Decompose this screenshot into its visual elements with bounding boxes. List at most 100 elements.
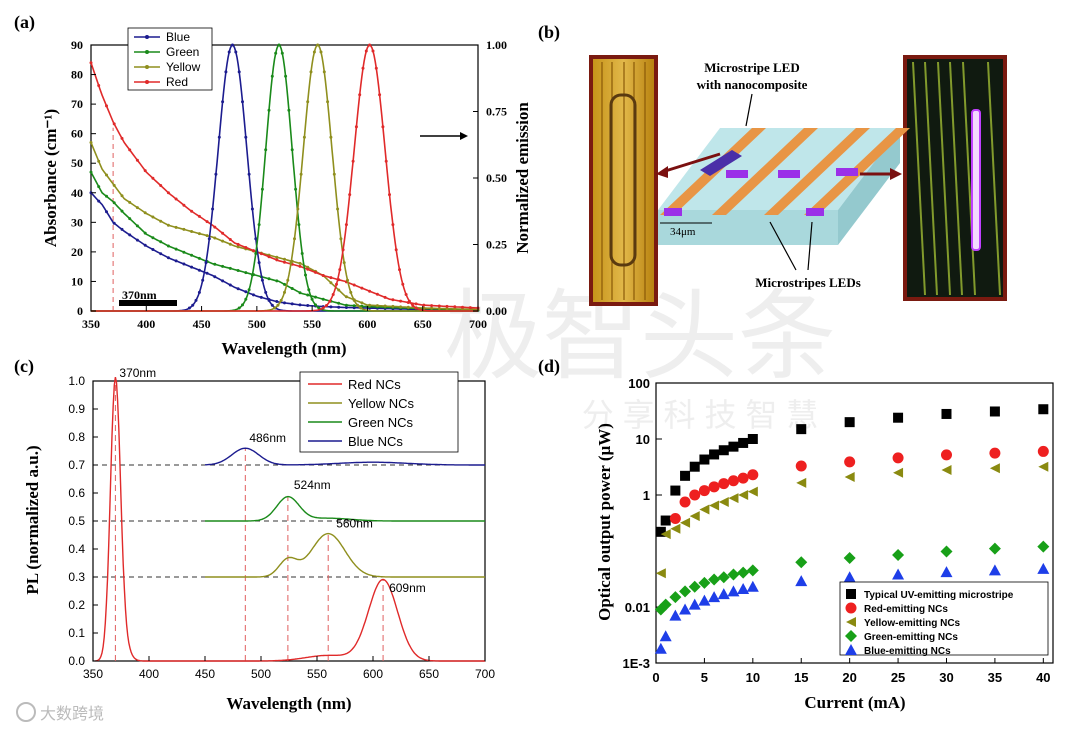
absorbance-point-blue (259, 295, 263, 299)
chart-d-point-diamond (940, 545, 953, 558)
chart-d-point-triangle-up (688, 598, 701, 610)
absorbance-point-red (182, 203, 186, 207)
emission-point-red (358, 93, 362, 97)
emission-point-green (244, 297, 248, 301)
emission-point-green (284, 74, 288, 78)
emission-point-green (257, 223, 261, 227)
emission-point-green (274, 51, 278, 55)
absorbance-point-red (205, 220, 209, 224)
chart-d-point-square (893, 412, 904, 423)
emission-point-yellow (293, 237, 296, 241)
chart-c-x-tick-label: 600 (363, 667, 383, 681)
emission-point-green (294, 187, 298, 191)
chart-d-point-triangle-left (989, 463, 1000, 474)
emission-point-red (388, 193, 391, 197)
emission-point-red (361, 66, 365, 70)
emission-point-blue (260, 278, 264, 282)
chart-d-legend-label: Blue-emitting NCs (864, 646, 951, 657)
emission-point-blue (244, 135, 248, 139)
emission-point-yellow (316, 43, 320, 47)
emission-point-green (317, 306, 321, 310)
chart-d-point-circle (708, 481, 720, 493)
absorbance-point-yellow (182, 227, 186, 231)
chart-d-point-square (699, 454, 710, 465)
chart-a-ylabel-right: Normalized emission (513, 102, 532, 254)
chart-d-point-triangle-left (747, 486, 758, 497)
emission-point-yellow (339, 237, 343, 241)
absorbance-point-blue (112, 221, 116, 225)
chart-d-point-triangle-up (1037, 562, 1050, 574)
chart-d-y-tick-label: 10 (636, 432, 650, 447)
absorbance-point-yellow (360, 301, 364, 305)
absorbance-point-blue (120, 227, 124, 231)
chart-d-legend (839, 581, 1049, 656)
emission-point-green (310, 297, 314, 301)
absorbance-point-green (298, 291, 302, 295)
absorbance-point-green (89, 170, 93, 174)
chart-c-legend-label: Red NCs (348, 377, 401, 392)
emission-point-blue (247, 172, 251, 176)
watermark-logo-icon (16, 702, 36, 722)
absorbance-point-red (244, 246, 248, 249)
chart-d-y-tick-label: 100 (628, 376, 650, 391)
chart-c-peak-label: 609nm (389, 581, 426, 595)
chart-d-point-square (655, 526, 666, 537)
chart-d-legend-marker (845, 630, 857, 642)
emission-point-green (300, 252, 304, 255)
emission-point-red (398, 268, 401, 272)
emission-point-red (364, 49, 368, 53)
chart-d-point-diamond (843, 551, 856, 564)
dimension-label: 34μm (670, 226, 696, 238)
legend-label-green: Green (166, 45, 199, 59)
chart-d-x-tick-label: 5 (701, 670, 708, 685)
chart-d-point-triangle-up (727, 585, 740, 597)
absorbance-point-blue (236, 287, 240, 291)
absorbance-point-yellow (298, 261, 302, 265)
legend-label-yellow: Yellow (166, 60, 201, 74)
microscope-left-stripe-outline (609, 93, 637, 267)
emission-point-red (354, 125, 358, 129)
chart-d-point-triangle-up (988, 564, 1001, 576)
chart-d-point-triangle-up (708, 591, 721, 603)
chart-a-y-right-tick-label: 1.00 (486, 38, 507, 52)
chart-a-x-tick-label: 400 (137, 317, 155, 331)
chart-d-point-diamond (746, 564, 759, 577)
chart-d-point-diamond (708, 573, 721, 586)
chart-d-point-triangle-up (669, 609, 682, 621)
chart-d-point-diamond (688, 580, 701, 593)
chart-a-y-tick-label: 10 (71, 274, 83, 288)
absorbance-point-yellow (105, 173, 108, 177)
chart-a-y-tick-label: 60 (71, 127, 83, 141)
chart-d-point-triangle-up (795, 575, 808, 587)
emission-point-yellow (273, 306, 276, 310)
chart-d-point-triangle-up (940, 566, 953, 578)
absorbance-point-yellow (120, 194, 124, 198)
chart-a-y-tick-label: 80 (71, 68, 83, 82)
pl-line-blue (205, 447, 485, 466)
chart-d-point-triangle-left (699, 504, 710, 515)
emission-point-yellow (306, 100, 310, 104)
emission-point-yellow (283, 290, 286, 294)
chart-d-point-diamond (669, 591, 682, 604)
chart-d-point-square (728, 441, 739, 452)
absorbance-point-green (352, 304, 356, 308)
emission-point-red (331, 293, 335, 296)
chart-d-legend-marker (846, 617, 856, 627)
absorbance-point-red (375, 292, 379, 296)
chart-d-frame (655, 382, 1054, 664)
chart-d-point-circle (795, 460, 807, 472)
chart-d-point-triangle-left (844, 471, 855, 482)
emission-point-blue (231, 43, 234, 47)
absorbance-point-yellow (197, 232, 201, 236)
chart-d-ylabel: Optical output power (μW) (595, 423, 614, 621)
chart-a-y-tick-label: 40 (71, 186, 83, 200)
emission-point-blue (207, 237, 211, 241)
absorbance-point-green (174, 247, 178, 251)
schematic-title-pointer (745, 93, 753, 127)
absorbance-point-red (112, 122, 116, 126)
absorbance-point-blue (128, 233, 132, 237)
emission-point-blue (197, 290, 201, 294)
emission-point-red (404, 293, 408, 296)
emission-point-green (277, 43, 281, 47)
absorbance-point-red (352, 283, 356, 287)
